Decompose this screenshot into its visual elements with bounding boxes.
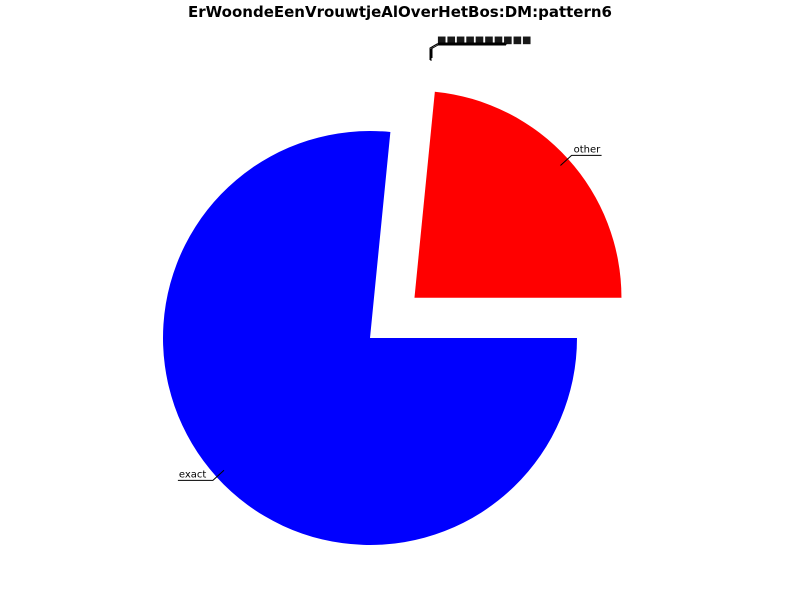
svg-text:■■■■■■■■■■: ■■■■■■■■■■ xyxy=(437,35,531,46)
leader-line-exact xyxy=(177,469,225,481)
pie-slice-other xyxy=(414,91,622,298)
slice-label-exact: exact xyxy=(179,469,207,480)
leader-line-other xyxy=(560,154,602,166)
pie-slice-exact xyxy=(163,131,577,545)
chart-title: ErWoondeEenVrouwtjeAlOverHetBos:DM:patte… xyxy=(188,3,612,21)
slice-label-other: other xyxy=(574,144,602,155)
small-slice-labels-cluster: ■■■■■■■■■■ xyxy=(429,35,531,61)
